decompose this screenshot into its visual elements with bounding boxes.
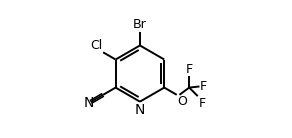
Text: F: F xyxy=(199,97,206,110)
Text: F: F xyxy=(200,80,207,93)
Text: N: N xyxy=(84,96,94,110)
Text: Cl: Cl xyxy=(90,39,102,52)
Text: Br: Br xyxy=(133,18,147,31)
Text: O: O xyxy=(177,95,187,108)
Text: F: F xyxy=(186,63,193,76)
Text: N: N xyxy=(135,103,145,117)
